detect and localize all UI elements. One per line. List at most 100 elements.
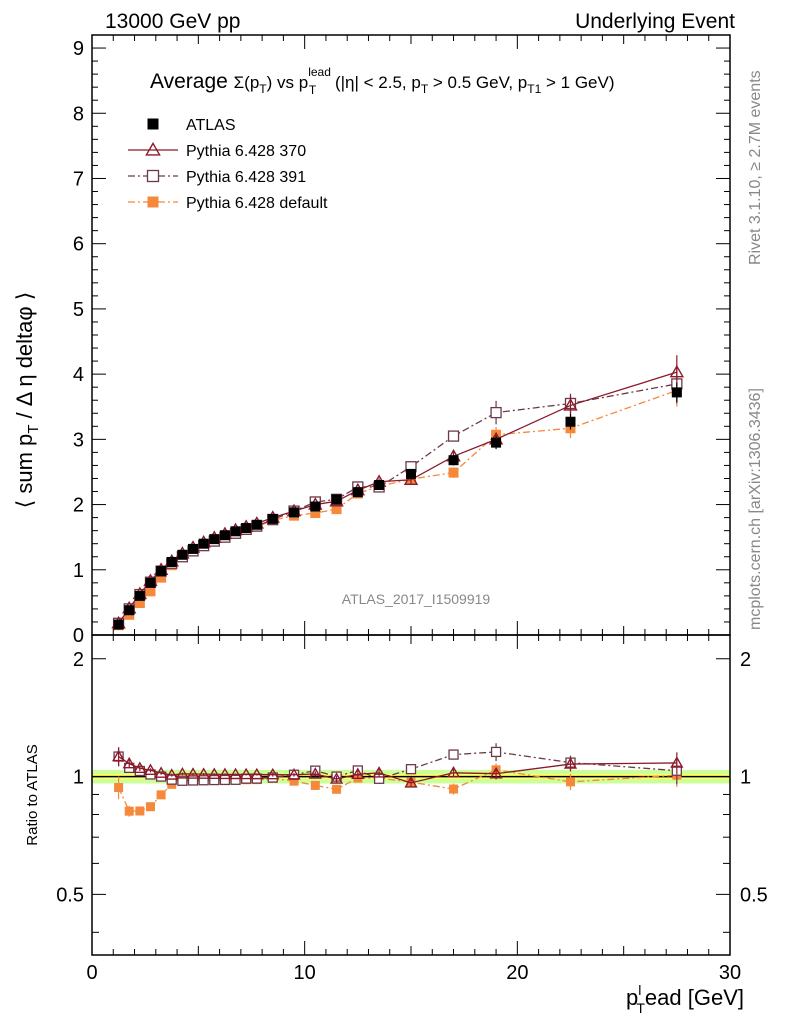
x-tick-label: 30 (719, 962, 741, 984)
data-point (406, 468, 416, 479)
series-atlas (113, 382, 682, 630)
data-point (188, 543, 199, 554)
x-label-pre: p (626, 985, 638, 1010)
data-point (448, 455, 459, 466)
legend-label: Pythia 6.428 default (186, 195, 328, 212)
ratio-point (218, 767, 232, 780)
data-point (374, 480, 385, 490)
ratio-point (133, 761, 147, 774)
ratio-point (228, 767, 243, 780)
legend-marker (147, 118, 159, 130)
main-y-tick-label: 2 (73, 495, 84, 517)
legend-marker (145, 141, 161, 156)
ratio-point (448, 749, 459, 760)
x-label-sup: l (638, 982, 641, 998)
data-point (177, 549, 188, 560)
ratio-point (111, 749, 126, 762)
legend-item: ATLAS (147, 117, 236, 134)
x-label-sub: T (636, 1000, 645, 1016)
ratio-point (209, 774, 220, 786)
ratio-point (372, 766, 386, 778)
data-point (669, 364, 685, 378)
ratio-point (490, 746, 502, 758)
data-point (198, 538, 209, 549)
data-point (491, 437, 502, 448)
ratio-panel: 0 10 20 30 0.5 0.5 1 1 2 2 (56, 634, 768, 984)
legend-item: Pythia 6.428 391 (128, 169, 306, 186)
ratio-point (197, 767, 211, 779)
ratio-y-tick-label: 1 (73, 767, 84, 789)
ratio-point (230, 774, 241, 785)
ratio-point (404, 776, 418, 788)
main-panel: 0 1 2 3 4 5 6 7 8 9 (73, 34, 731, 647)
legend-item: Pythia 6.428 default (128, 195, 328, 212)
ratio-point (566, 777, 575, 787)
ratio-y-tick-label-right: 0.5 (740, 884, 768, 906)
ratio-point (219, 774, 231, 786)
data-point (251, 519, 262, 530)
main-y-tick-label: 3 (73, 429, 84, 451)
ratio-point (266, 767, 280, 780)
data-point (230, 526, 241, 537)
legend-label: Pythia 6.428 391 (186, 169, 306, 186)
header-left: 13000 GeV pp (105, 10, 240, 33)
main-y-tick-label: 0 (73, 625, 84, 647)
ratio-point (446, 765, 461, 778)
ratio-point (187, 775, 199, 786)
main-y-label-pre: ⟨ sum p (12, 434, 37, 509)
ratio-y-tick-label-right: 2 (740, 649, 751, 671)
data-point (145, 586, 156, 597)
main-y-axis-label: ⟨ sum pT / Δ η deltaφ ⟩ (12, 292, 42, 509)
ratio-point (239, 767, 253, 780)
ratio-point (351, 767, 365, 780)
analysis-watermark: ATLAS_2017_I1509919 (342, 591, 491, 607)
data-point (671, 387, 682, 398)
data-point (310, 508, 321, 519)
plot-title-prefix: Average (150, 70, 234, 93)
data-point (219, 530, 230, 541)
main-y-tick-label: 5 (73, 299, 84, 321)
plot-title-sigma: Σ(p (234, 73, 260, 92)
mcplots-text: mcplots.cern.ch [arXiv:1306.3436] (747, 388, 764, 630)
ratio-point (405, 764, 417, 775)
plot-title-cuts: (|η| < 2.5, p (330, 73, 421, 92)
legend: ATLAS Pythia 6.428 370 Pythia 6.428 391 Pyt… (128, 117, 328, 212)
main-y-label-post: / Δ η deltaφ ⟩ (12, 292, 37, 425)
plot-title-mid: ) vs p (267, 73, 309, 92)
ratio-point (563, 757, 578, 769)
ratio-point (156, 790, 166, 800)
ratio-point (154, 766, 168, 778)
data-point (403, 472, 419, 485)
legend-item: Pythia 6.428 370 (128, 141, 306, 160)
series-line-pythia-6-428-default (118, 389, 678, 626)
ratio-point (165, 768, 179, 780)
plot-title-cuts-sub1: T (421, 82, 429, 96)
legend-label: Pythia 6.428 370 (186, 143, 306, 160)
ratio-point (289, 776, 299, 786)
data-point (156, 566, 167, 577)
ratio-point (114, 783, 124, 793)
ratio-point (135, 806, 145, 816)
data-point (156, 572, 167, 583)
x-tick-label: 0 (86, 962, 97, 984)
x-axis-label: pl Tead [GeV] (626, 982, 744, 1016)
plot-title: Average Σ(pT) vs plead T (|η| < 2.5, pT >… (150, 65, 615, 97)
main-y-tick-label: 4 (73, 364, 84, 386)
x-tick-label: 20 (506, 962, 528, 984)
data-point (166, 556, 177, 567)
data-point (310, 501, 321, 512)
ratio-point (177, 775, 188, 786)
main-y-tick-label: 8 (73, 103, 84, 125)
ratio-point (124, 806, 134, 816)
ratio-point (207, 767, 221, 780)
series-pythia-6-428-370 (111, 355, 685, 629)
data-point (565, 416, 576, 427)
data-point (289, 507, 300, 518)
ratio-point (308, 767, 322, 779)
data-point (331, 494, 342, 505)
plot-title-sigma-sub: T (259, 82, 267, 96)
ratio-point (489, 766, 503, 779)
ratio-series-pythia-6-428-370 (111, 747, 684, 788)
header-right: Underlying Event (575, 10, 735, 33)
plot-title-cuts-mid: > 0.5 GeV, p (428, 73, 527, 92)
